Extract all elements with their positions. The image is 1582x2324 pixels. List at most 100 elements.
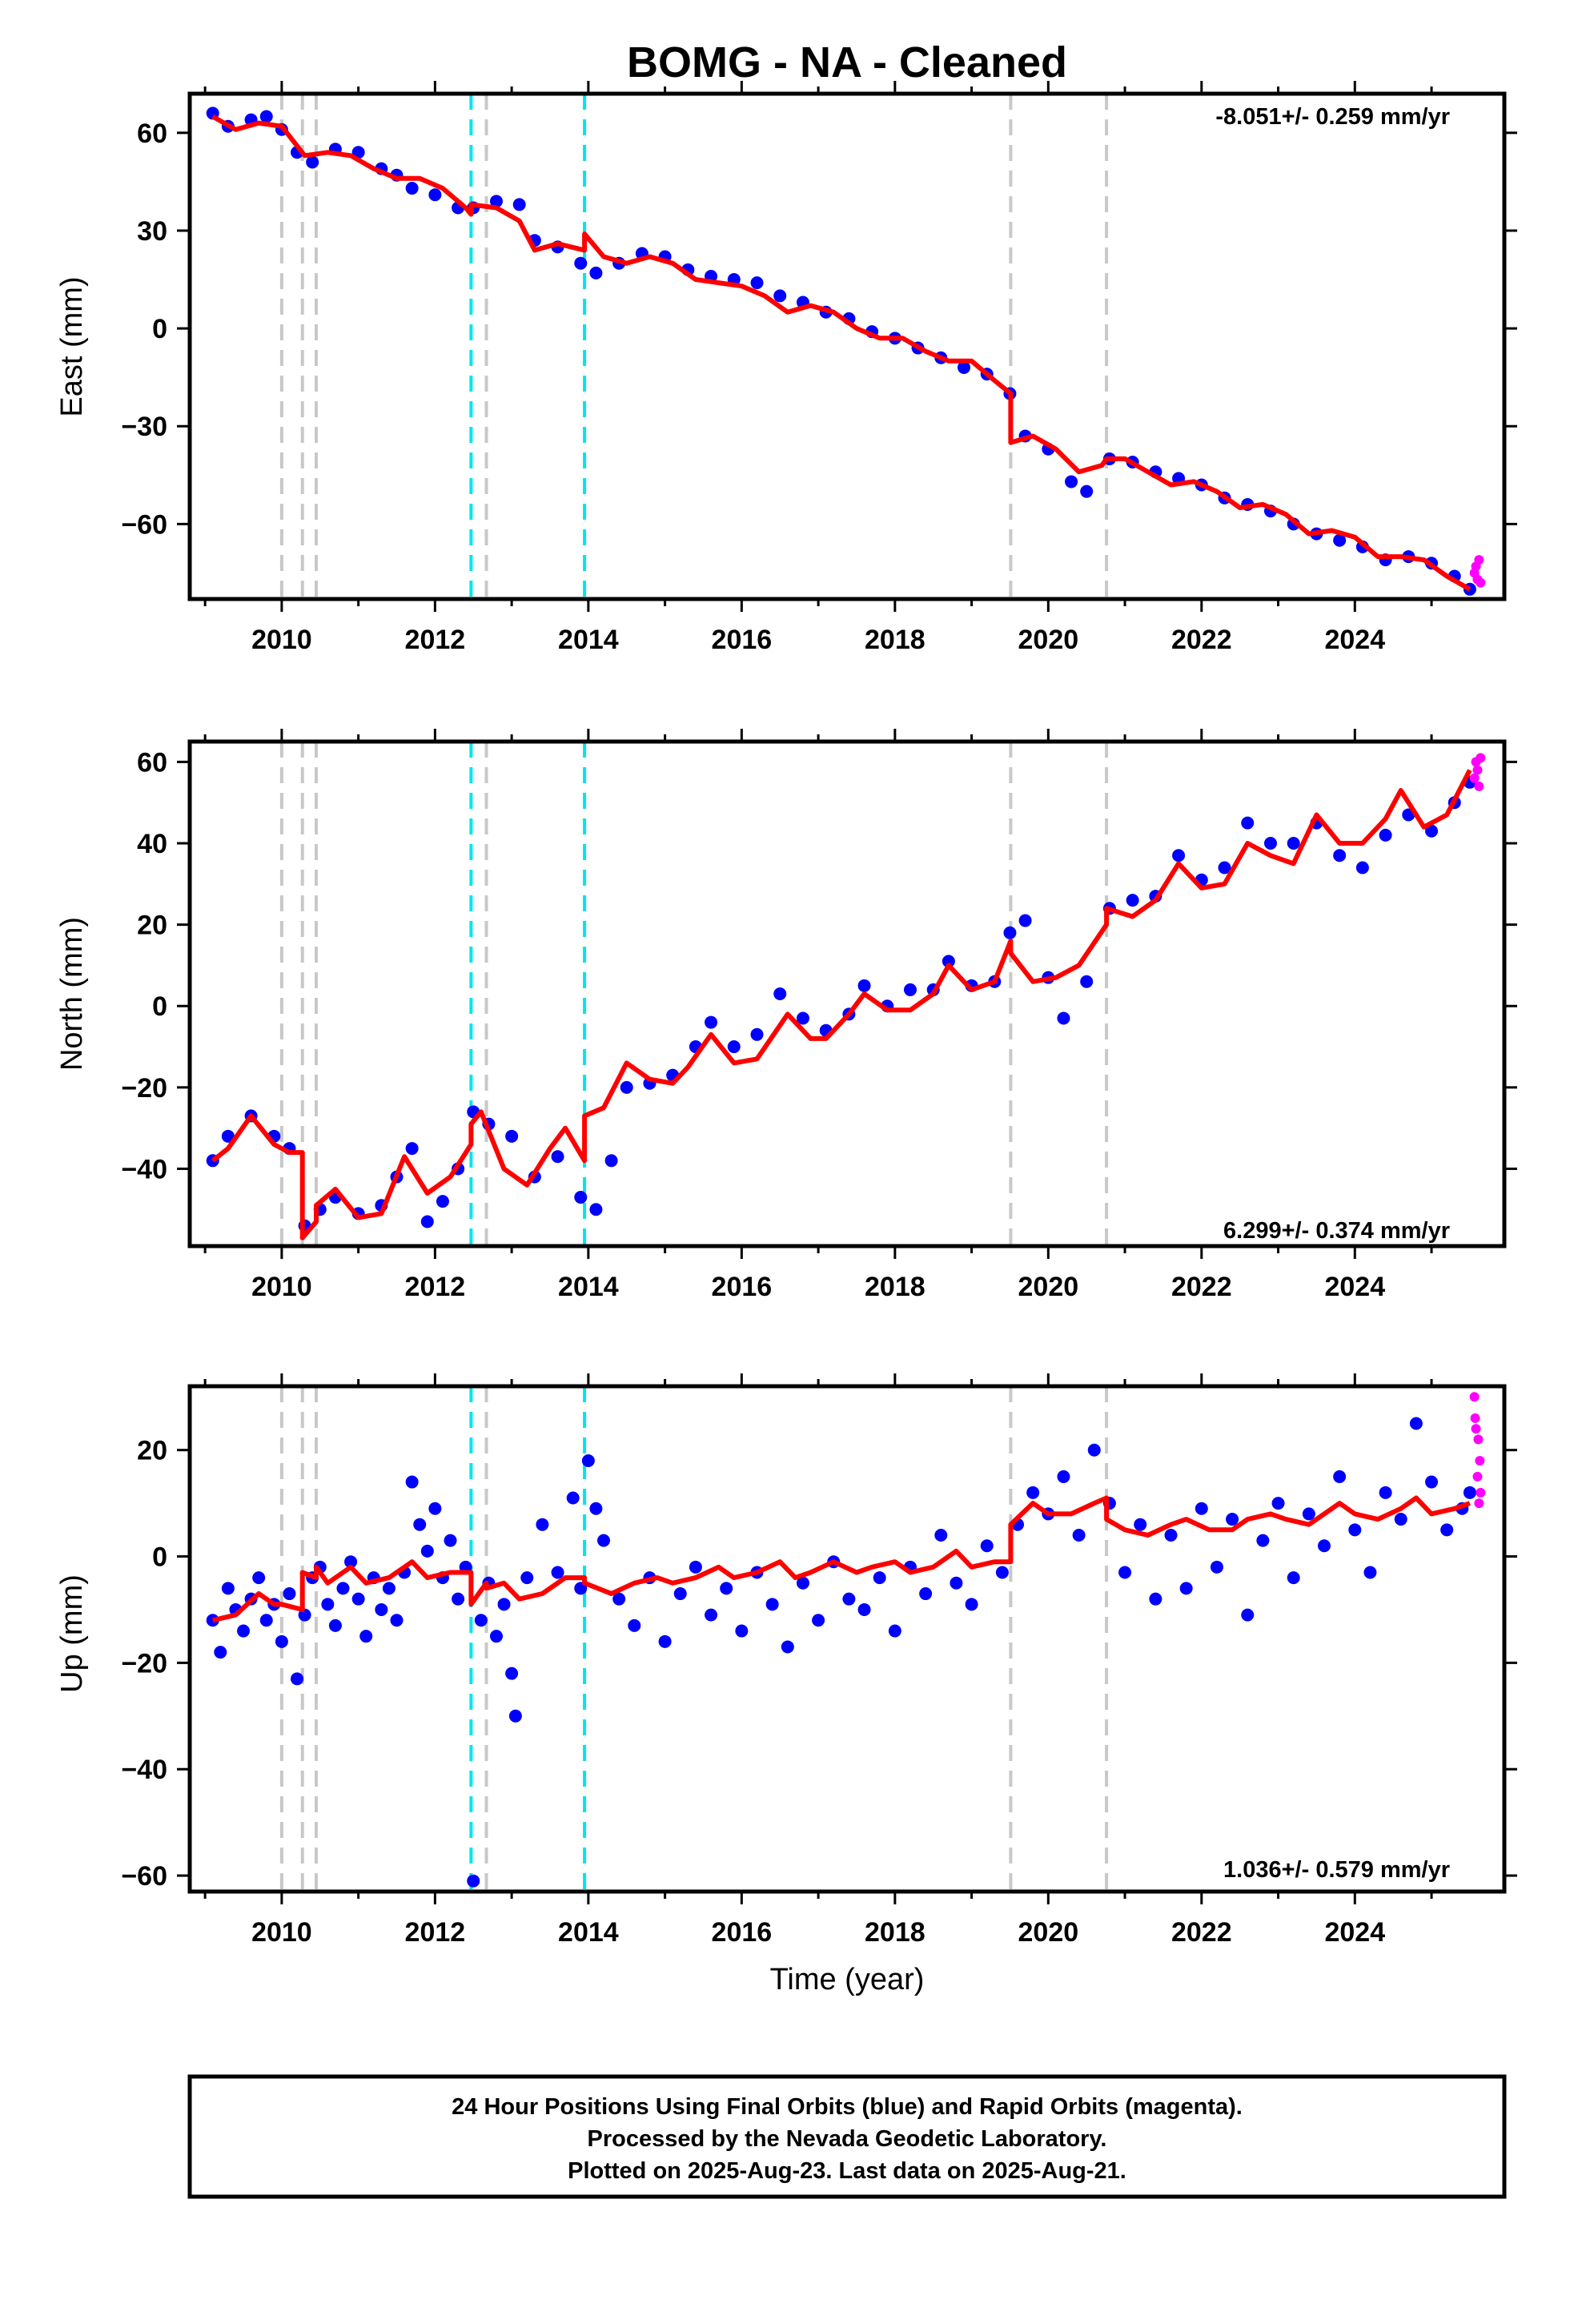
up-final-orbit-point [382, 1582, 396, 1595]
north-rapid-orbit-point [1476, 753, 1486, 763]
up-final-orbit-point [1271, 1497, 1285, 1510]
up-final-orbit-point [781, 1640, 794, 1654]
up-final-orbit-point [497, 1598, 511, 1611]
east-final-orbit-point [405, 182, 419, 195]
north-final-orbit-point [1003, 926, 1017, 939]
north-x-tick-label: 2024 [1324, 1272, 1385, 1302]
east-final-orbit-point [589, 266, 603, 279]
north-final-orbit-point [221, 1129, 235, 1143]
up-x-tick-label: 2020 [1018, 1917, 1079, 1948]
up-final-orbit-point [1409, 1417, 1423, 1430]
east-y-axis-label: East (mm) [55, 276, 89, 416]
up-final-orbit-point [520, 1571, 534, 1585]
up-final-orbit-point [1425, 1475, 1439, 1489]
north-y-tick-label: 20 [137, 911, 167, 941]
east-rapid-orbit-point [1476, 577, 1486, 588]
footer-frame [187, 2074, 1507, 2199]
north-final-orbit-point [405, 1142, 419, 1156]
up-final-orbit-point [566, 1491, 580, 1505]
up-final-orbit-point [221, 1582, 235, 1595]
north-x-tick-label: 2022 [1171, 1272, 1232, 1302]
east-final-orbit-point [1065, 475, 1078, 489]
up-final-orbit-point [873, 1571, 886, 1585]
up-final-orbit-point [581, 1454, 595, 1467]
up-final-orbit-point [351, 1592, 365, 1606]
up-final-orbit-point [1072, 1528, 1086, 1542]
up-x-tick-label: 2024 [1324, 1917, 1385, 1948]
up-rapid-orbit-point [1473, 1434, 1484, 1445]
east-y-tick-label: −30 [121, 412, 167, 442]
up-y-tick-label: 20 [137, 1436, 167, 1466]
north-x-tick-label: 2018 [865, 1272, 926, 1302]
up-final-orbit-point [275, 1634, 288, 1648]
up-y-tick-label: 0 [152, 1542, 167, 1573]
up-final-orbit-point [283, 1587, 296, 1601]
up-final-orbit-point [1026, 1486, 1040, 1499]
up-final-orbit-point [673, 1587, 687, 1601]
up-final-orbit-point [965, 1598, 978, 1611]
east-final-orbit-point [306, 155, 319, 169]
north-rate-label: 6.299+/- 0.374 mm/yr [1223, 1218, 1450, 1244]
north-x-tick-label: 2014 [558, 1272, 619, 1302]
up-final-orbit-point [950, 1576, 963, 1590]
up-final-orbit-point [390, 1614, 404, 1627]
up-x-tick-label: 2014 [558, 1917, 619, 1948]
up-final-orbit-point [413, 1518, 427, 1531]
up-final-orbit-point [508, 1709, 522, 1723]
north-y-tick-label: 60 [137, 747, 167, 778]
up-y-tick-label: −40 [121, 1755, 167, 1785]
north-final-orbit-point [1018, 914, 1032, 927]
east-x-tick-label: 2016 [712, 625, 773, 655]
east-x-tick-label: 2014 [558, 625, 619, 655]
north-y-axis-label: North (mm) [55, 917, 89, 1071]
up-final-orbit-point [888, 1624, 901, 1638]
north-final-orbit-point [796, 1011, 809, 1025]
north-x-tick-label: 2020 [1018, 1272, 1079, 1302]
east-x-tick-label: 2012 [405, 625, 466, 655]
north-rapid-orbit-point [1474, 781, 1484, 791]
north-final-orbit-point [1057, 1011, 1070, 1025]
up-final-orbit-point [1195, 1502, 1208, 1515]
up-y-tick-label: −20 [121, 1648, 167, 1679]
east-final-orbit-point [750, 276, 764, 290]
north-final-orbit-point [750, 1027, 764, 1041]
up-x-tick-label: 2012 [405, 1917, 466, 1948]
up-plot-area: 2010 2012 2014 2016 2018 2020 2022 2024 20 0 −20 −4… [121, 1373, 1517, 1948]
up-final-orbit-point [505, 1667, 519, 1680]
north-final-orbit-point [1379, 828, 1392, 842]
up-plot-frame [187, 1384, 1507, 1894]
up-final-orbit-point [1210, 1560, 1223, 1574]
north-final-orbit-point [1287, 837, 1300, 850]
up-final-orbit-point [612, 1592, 626, 1606]
up-final-orbit-point [1179, 1582, 1193, 1595]
up-rapid-orbit-point [1475, 1455, 1485, 1466]
up-final-orbit-point [628, 1618, 641, 1632]
up-final-orbit-point [1287, 1571, 1300, 1585]
east-plot-frame [187, 91, 1507, 601]
up-final-orbit-point [1149, 1592, 1162, 1606]
east-final-orbit-point [489, 195, 503, 208]
east-panel: 2010 2012 2014 2016 2018 2020 2022 2024 60 30 0 −30… [55, 81, 1517, 655]
north-final-orbit-point [574, 1191, 588, 1204]
up-final-orbit-point [842, 1592, 856, 1606]
east-x-tick-label: 2020 [1018, 625, 1079, 655]
up-x-tick-label: 2018 [865, 1917, 926, 1948]
chart-title: BOMG - NA - Cleaned [627, 38, 1067, 86]
up-x-tick-label: 2022 [1171, 1917, 1232, 1948]
up-final-orbit-point [812, 1614, 825, 1627]
north-final-orbit-point [857, 979, 871, 992]
up-final-orbit-point [321, 1598, 335, 1611]
east-final-orbit-point [574, 256, 588, 270]
up-final-orbit-point [344, 1555, 358, 1569]
east-final-orbit-point [773, 289, 787, 303]
up-rapid-orbit-point [1474, 1498, 1484, 1509]
up-final-orbit-point [428, 1502, 442, 1515]
up-final-orbit-point [995, 1566, 1009, 1579]
up-final-orbit-point [1379, 1486, 1392, 1499]
east-final-orbit-point [1333, 533, 1347, 547]
north-final-orbit-point [705, 1015, 718, 1029]
up-final-orbit-point [1241, 1608, 1255, 1622]
up-final-orbit-point [720, 1582, 733, 1595]
north-plot-frame [187, 739, 1507, 1248]
east-x-tick-label: 2018 [865, 625, 926, 655]
